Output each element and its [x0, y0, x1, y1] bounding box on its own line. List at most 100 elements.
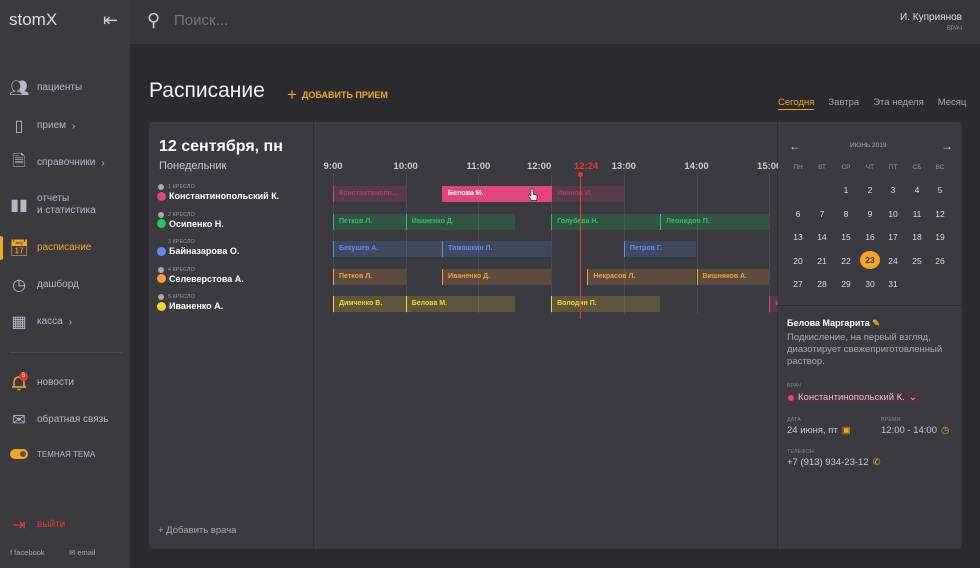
- appointment[interactable]: Володин П.: [551, 296, 661, 312]
- sidebar-item-feedback[interactable]: ✉ обратная связь: [0, 405, 130, 435]
- calendar-day[interactable]: 28: [817, 279, 827, 289]
- prev-month-icon[interactable]: ←: [789, 139, 801, 153]
- appointment[interactable]: Некрасов Л.: [587, 268, 697, 285]
- sidebar-item-reception[interactable]: ▯ прием ›: [0, 111, 130, 141]
- calendar-day[interactable]: 21: [817, 255, 827, 266]
- date-label: ДАТА: [787, 417, 801, 423]
- chair-label: 1 КРЕСЛО: [168, 184, 195, 190]
- calendar-day[interactable]: 25: [912, 255, 922, 266]
- calendar-day[interactable]: 13: [793, 232, 803, 242]
- appointment[interactable]: Бекушев А.: [333, 241, 443, 257]
- phone-field[interactable]: +7 (913) 934-23-12 ✆: [787, 457, 881, 468]
- calendar-day[interactable]: 6: [795, 208, 801, 219]
- appointment[interactable]: Белова М.: [442, 186, 552, 202]
- appointment[interactable]: Вишняков А.: [696, 268, 770, 285]
- add-appointment-button[interactable]: + ДОБАВИТЬ ПРИЕМ: [287, 85, 388, 105]
- schedule-date: 12 сентября, пн: [159, 138, 283, 155]
- appointment[interactable]: Димченко В.: [333, 296, 406, 312]
- hour-gridline: [551, 174, 553, 314]
- doctor-row[interactable]: 4 КРЕСЛО Селеверстова А.: [157, 266, 244, 284]
- calendar-day[interactable]: 1: [843, 185, 849, 195]
- calendar-day[interactable]: 4: [914, 185, 920, 195]
- search-icon[interactable]: ⚲: [147, 10, 161, 30]
- sidebar-item-directories[interactable]: 🗎︎ справочники ›: [0, 148, 130, 178]
- appointment[interactable]: Иваненко Д.: [405, 213, 515, 230]
- calendar-day[interactable]: 18: [912, 232, 922, 242]
- time-label: ВРЕМЯ: [881, 417, 901, 423]
- appointment[interactable]: Белова М.: [405, 296, 515, 312]
- doctor-color-dot: [157, 219, 166, 228]
- time-field[interactable]: 12:00 - 14:00 ◷: [881, 425, 949, 436]
- calendar-day[interactable]: 8: [843, 208, 849, 219]
- calendar-day[interactable]: 14: [817, 232, 827, 242]
- calendar-day[interactable]: 7: [819, 208, 825, 219]
- appointment[interactable]: Петков Л.: [333, 268, 406, 285]
- appointment[interactable]: Голубева Н.: [551, 213, 661, 230]
- calendar-day[interactable]: 31: [888, 279, 898, 289]
- weekday-header: СР: [841, 164, 851, 171]
- calendar-day[interactable]: 22: [841, 255, 851, 266]
- next-month-icon[interactable]: →: [941, 139, 953, 153]
- tab-tomorrow[interactable]: Завтра: [828, 97, 860, 108]
- tab-month[interactable]: Месяц: [937, 97, 967, 108]
- user-name: И. Куприянов: [900, 12, 962, 23]
- dark-theme-toggle[interactable]: ТЕМНАЯ ТЕМА: [0, 440, 130, 470]
- doctor-name: Селеверстова А.: [169, 273, 244, 284]
- doctor-row[interactable]: 5 КРЕСЛО Иваненко А.: [157, 294, 223, 311]
- collapse-sidebar-icon[interactable]: ⇤: [103, 10, 119, 30]
- edit-icon[interactable]: ✎: [872, 318, 880, 328]
- nav-label: справочники: [37, 157, 96, 168]
- doctor-row[interactable]: 2 КРЕСЛО Осипенко Н.: [157, 211, 224, 229]
- sidebar-item-news[interactable]: 5 новости: [0, 368, 130, 398]
- calendar-day[interactable]: 10: [888, 208, 898, 219]
- calendar-day[interactable]: 27: [793, 279, 803, 289]
- weekday-header: ЧТ: [865, 164, 875, 171]
- calendar-day[interactable]: 23: [860, 250, 880, 269]
- calendar-day[interactable]: 2: [867, 185, 873, 195]
- tab-week[interactable]: Эта неделя: [873, 97, 924, 108]
- appointment[interactable]: Константинопо...: [333, 186, 406, 202]
- doctor-row[interactable]: 3 КРЕСЛО Байназарова О.: [157, 239, 239, 256]
- calendar-day[interactable]: 19: [935, 232, 945, 242]
- calendar-day[interactable]: 26: [935, 255, 945, 266]
- date-field[interactable]: 24 июня, пт ▣: [787, 425, 851, 436]
- calendar-day[interactable]: 29: [841, 279, 851, 289]
- appointment[interactable]: Иваненко Д.: [442, 268, 552, 285]
- calendar-day[interactable]: 24: [888, 255, 898, 266]
- calendar-day[interactable]: 17: [888, 232, 898, 242]
- appointment[interactable]: Иванов И.: [769, 296, 778, 312]
- calendar-day[interactable]: 3: [890, 185, 896, 195]
- appointment[interactable]: Петров Г.: [623, 241, 697, 257]
- add-doctor-button[interactable]: + Добавить врача: [158, 525, 237, 536]
- hour-tick: 15:00: [757, 161, 778, 172]
- sidebar-item-patients[interactable]: 👥︎ пациенты: [0, 73, 130, 103]
- logo[interactable]: stomX: [9, 10, 58, 29]
- document-icon: 🗎︎: [12, 152, 26, 170]
- calendar-day[interactable]: 20: [793, 255, 803, 266]
- calendar-day[interactable]: 15: [841, 232, 851, 242]
- calendar-day[interactable]: 12: [935, 208, 945, 219]
- doctor-select[interactable]: Константинопольский К. ⌄: [785, 391, 920, 404]
- tab-today[interactable]: Сегодня: [778, 97, 815, 110]
- calendar-day[interactable]: 9: [867, 208, 873, 219]
- appointment[interactable]: Иванов И.: [551, 186, 624, 202]
- user-menu[interactable]: И. Куприянов ВРАЧ: [900, 12, 962, 32]
- calendar-day[interactable]: 30: [865, 279, 875, 289]
- logout-button[interactable]: ⇥ выйти: [0, 510, 130, 540]
- sidebar-item-schedule[interactable]: 📅︎ расписание: [0, 233, 130, 263]
- calendar-day[interactable]: 5: [937, 185, 943, 195]
- sidebar-item-dashboard[interactable]: ◷ дашборд: [0, 270, 130, 300]
- facebook-link[interactable]: f facebook: [10, 548, 45, 557]
- doctor-row[interactable]: 1 КРЕСЛО Константинопольский К.: [157, 184, 279, 201]
- sidebar-item-reports[interactable]: ▮▮ отчеты и статистика: [0, 190, 130, 220]
- calendar-day[interactable]: 11: [912, 208, 922, 219]
- email-link[interactable]: ✉ email: [69, 548, 95, 557]
- search-input[interactable]: [174, 12, 474, 29]
- appointment[interactable]: Леонидов П.: [660, 213, 770, 230]
- appointment[interactable]: Тимошкин Л.: [442, 241, 552, 257]
- appointment[interactable]: Петков Л.: [333, 213, 406, 230]
- sidebar-item-cashbox[interactable]: ▦ касса ›: [0, 307, 130, 337]
- chair-label: 2 КРЕСЛО: [168, 211, 195, 218]
- calendar-day[interactable]: 16: [865, 232, 875, 242]
- phone-call-icon[interactable]: ✆: [872, 457, 881, 468]
